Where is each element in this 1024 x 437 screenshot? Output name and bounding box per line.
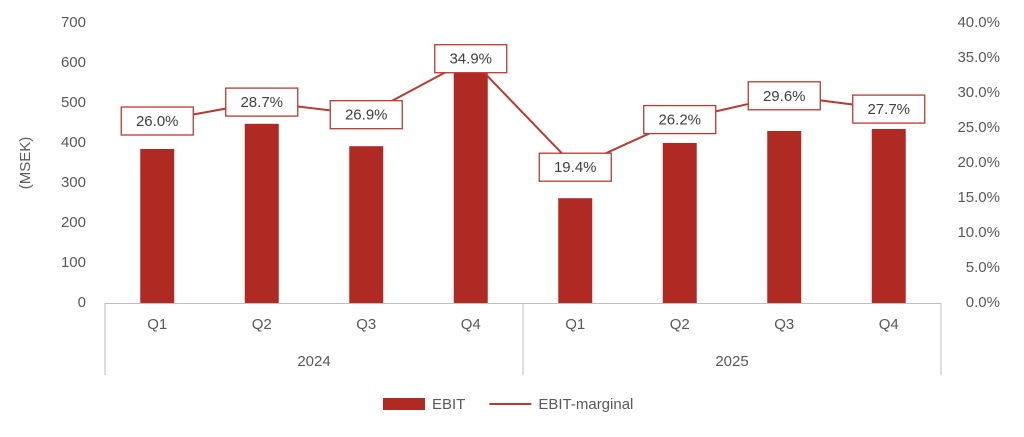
x-tick-label: Q3	[774, 316, 794, 333]
x-tick-label: Q1	[147, 316, 167, 333]
value-label: 27.7%	[867, 101, 910, 118]
y-tick-label: 400	[61, 134, 86, 151]
y2-tick-label: 20.0%	[957, 154, 1000, 171]
value-label-box	[643, 104, 717, 135]
legend-label: EBIT-marginal	[538, 396, 633, 413]
value-label-box	[434, 44, 508, 74]
y-axis-label: (MSEK)	[17, 137, 34, 190]
bar	[767, 131, 802, 303]
y-tick-label: 600	[61, 54, 86, 71]
y2-tick-label: 35.0%	[957, 49, 1000, 66]
group-label: 2024	[297, 353, 330, 370]
legend-label: EBIT	[432, 396, 465, 413]
y2-tick-label: 0.0%	[966, 294, 1000, 311]
x-tick-label: Q1	[565, 316, 585, 333]
value-label: 29.6%	[763, 88, 806, 105]
bar	[140, 149, 175, 303]
y-tick-label: 100	[61, 254, 86, 271]
y2-tick-label: 5.0%	[966, 259, 1000, 276]
value-label-box	[852, 94, 926, 124]
legend-swatch	[383, 398, 425, 410]
value-label: 28.7%	[240, 94, 283, 111]
value-label: 26.2%	[658, 112, 701, 129]
value-label-box	[538, 152, 612, 182]
bar	[871, 129, 906, 303]
value-label-box	[329, 100, 403, 130]
value-label: 26.9%	[345, 107, 388, 124]
y2-tick-label: 15.0%	[957, 189, 1000, 206]
value-label-box	[225, 87, 299, 117]
y-tick-label: 500	[61, 94, 86, 111]
x-tick-label: Q4	[461, 316, 481, 333]
value-label-box	[120, 106, 194, 136]
value-label: 26.0%	[136, 113, 179, 130]
x-tick-label: Q4	[879, 316, 899, 333]
group-label: 2025	[715, 353, 748, 370]
bar	[349, 146, 384, 303]
bar	[558, 198, 593, 303]
y-tick-label: 700	[61, 14, 86, 31]
value-label-box	[747, 81, 821, 111]
y2-tick-label: 25.0%	[957, 119, 1000, 136]
y2-tick-label: 10.0%	[957, 224, 1000, 241]
x-tick-label: Q3	[356, 316, 376, 333]
bar	[453, 73, 488, 303]
y2-tick-label: 30.0%	[957, 84, 1000, 101]
bar	[662, 143, 697, 303]
value-label: 34.9%	[449, 51, 492, 68]
value-label: 19.4%	[554, 159, 597, 176]
y-tick-label: 0	[78, 294, 86, 311]
x-tick-label: Q2	[252, 316, 272, 333]
y2-tick-label: 40.0%	[957, 14, 1000, 31]
y-tick-label: 300	[61, 174, 86, 191]
bar	[244, 123, 279, 303]
x-tick-label: Q2	[670, 316, 690, 333]
y-tick-label: 200	[61, 214, 86, 231]
